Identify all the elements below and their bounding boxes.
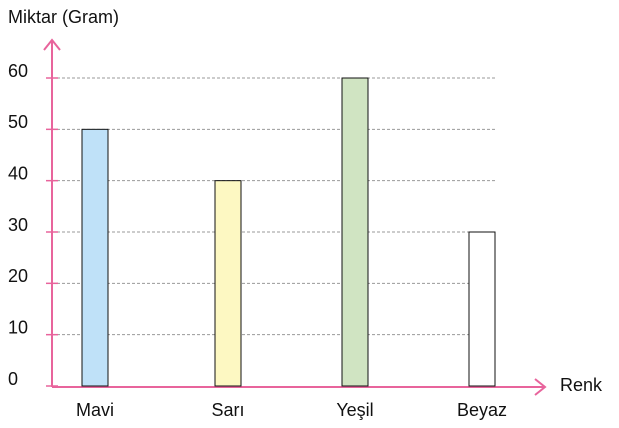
bar: [341, 77, 369, 387]
y-tick-label: 20: [8, 266, 28, 286]
x-tick-label: Yeşil: [336, 400, 373, 420]
axes: [43, 38, 547, 396]
bar: [468, 231, 496, 387]
x-tick-label: Beyaz: [457, 400, 507, 420]
y-tick-label: 30: [8, 215, 28, 235]
x-axis-label: Renk: [560, 375, 603, 395]
y-tick-label: 40: [8, 163, 28, 183]
x-tick-label: Sarı: [211, 400, 244, 420]
bar: [81, 128, 109, 387]
y-tick-label: 60: [8, 61, 28, 81]
y-axis-label: Miktar (Gram): [8, 7, 119, 27]
y-tick-label: 50: [8, 112, 28, 132]
x-tick-label: Mavi: [76, 400, 114, 420]
y-tick-label: 10: [8, 317, 28, 337]
y-tick-label: 0: [8, 369, 18, 389]
bar: [214, 180, 242, 387]
